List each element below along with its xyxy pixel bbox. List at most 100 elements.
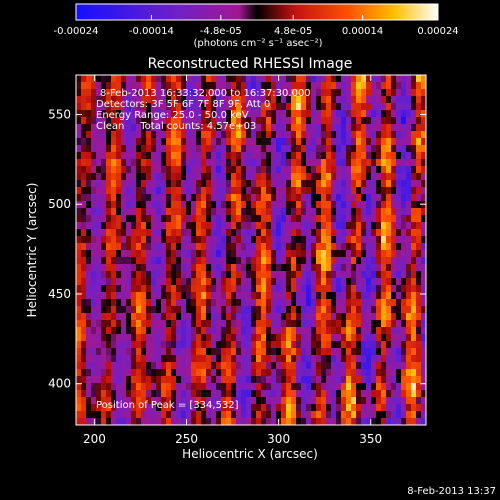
heatmap-cell xyxy=(336,334,342,342)
heatmap-cell xyxy=(161,404,167,412)
heatmap-cell xyxy=(246,208,252,216)
heatmap-cell xyxy=(141,145,147,153)
heatmap-cell xyxy=(161,117,167,125)
heatmap-cell xyxy=(126,299,132,307)
heatmap-cell xyxy=(226,222,232,230)
heatmap-cell xyxy=(211,117,217,125)
heatmap-cell xyxy=(321,117,327,125)
heatmap-cell xyxy=(296,96,302,104)
heatmap-cell xyxy=(321,236,327,244)
heatmap-cell xyxy=(386,271,392,279)
heatmap-cell xyxy=(176,152,182,160)
heatmap-cell xyxy=(226,89,232,97)
heatmap-cell xyxy=(356,222,362,230)
heatmap-cell xyxy=(361,89,367,97)
heatmap-cell xyxy=(381,278,387,286)
heatmap-cell xyxy=(421,271,426,279)
heatmap-cell xyxy=(81,334,87,342)
heatmap-cell xyxy=(216,264,222,272)
heatmap-cell xyxy=(391,145,397,153)
heatmap-cell xyxy=(271,299,277,307)
heatmap-cell xyxy=(171,348,177,356)
heatmap-cell xyxy=(281,117,287,125)
heatmap-cell xyxy=(291,173,297,181)
heatmap-cell xyxy=(256,110,262,118)
heatmap-cell xyxy=(371,397,377,405)
heatmap-cell xyxy=(216,236,222,244)
heatmap-cell xyxy=(256,369,262,377)
heatmap-cell xyxy=(96,138,102,146)
heatmap-cell xyxy=(236,124,242,132)
heatmap-cell xyxy=(101,89,107,97)
heatmap-cell xyxy=(86,75,92,83)
heatmap-cell xyxy=(256,313,262,321)
heatmap-cell xyxy=(261,320,267,328)
heatmap-cell xyxy=(246,215,252,223)
heatmap-cell xyxy=(306,306,312,314)
heatmap-cell xyxy=(386,285,392,293)
heatmap-cell xyxy=(336,215,342,223)
heatmap-cell xyxy=(241,390,247,398)
heatmap-cell xyxy=(96,285,102,293)
heatmap-cell xyxy=(221,264,227,272)
colorbar-tick-label: 0.00014 xyxy=(342,26,383,37)
heatmap-cell xyxy=(376,159,382,167)
heatmap-cell xyxy=(221,418,227,425)
heatmap-cell xyxy=(306,75,312,83)
heatmap-cell xyxy=(326,75,332,83)
heatmap-cell xyxy=(326,320,332,328)
heatmap-cell xyxy=(291,215,297,223)
heatmap-cell xyxy=(266,117,272,125)
heatmap-cell xyxy=(246,369,252,377)
heatmap-cell xyxy=(326,383,332,391)
heatmap-cell xyxy=(386,320,392,328)
heatmap-cell xyxy=(381,341,387,349)
heatmap-cell xyxy=(321,159,327,167)
heatmap-cell xyxy=(76,278,82,286)
heatmap-cell xyxy=(176,306,182,314)
heatmap-cell xyxy=(396,376,402,384)
heatmap-cell xyxy=(76,152,82,160)
heatmap-cell xyxy=(276,215,282,223)
heatmap-cell xyxy=(376,376,382,384)
heatmap-cell xyxy=(331,222,337,230)
heatmap-cell xyxy=(271,285,277,293)
plot-frame xyxy=(75,74,427,426)
heatmap-cell xyxy=(236,103,242,111)
heatmap-cell xyxy=(111,250,117,258)
heatmap-cell xyxy=(191,166,197,174)
heatmap-cell xyxy=(346,187,352,195)
heatmap-cell xyxy=(371,187,377,195)
heatmap-cell xyxy=(176,278,182,286)
heatmap-cell xyxy=(266,208,272,216)
heatmap-cell xyxy=(136,285,142,293)
heatmap-cell xyxy=(266,334,272,342)
heatmap-cell xyxy=(351,292,357,300)
heatmap-cell xyxy=(161,376,167,384)
heatmap-cell xyxy=(176,117,182,125)
heatmap-cell xyxy=(216,215,222,223)
heatmap-cell xyxy=(371,194,377,202)
heatmap-cell xyxy=(226,236,232,244)
heatmap-cell xyxy=(91,285,97,293)
heatmap-cell xyxy=(416,96,422,104)
heatmap-cell xyxy=(361,152,367,160)
heatmap-cell xyxy=(266,306,272,314)
heatmap-cell xyxy=(221,320,227,328)
heatmap-cell xyxy=(296,187,302,195)
heatmap-cell xyxy=(306,376,312,384)
heatmap-cell xyxy=(286,411,292,419)
heatmap-cell xyxy=(161,215,167,223)
heatmap-cell xyxy=(186,334,192,342)
heatmap-cell xyxy=(331,103,337,111)
heatmap-cell xyxy=(361,285,367,293)
heatmap-cell xyxy=(411,250,417,258)
heatmap-cell xyxy=(346,229,352,237)
heatmap-cell xyxy=(241,145,247,153)
heatmap-cell xyxy=(106,138,112,146)
heatmap-cell xyxy=(236,355,242,363)
heatmap-cell xyxy=(141,229,147,237)
heatmap-cell xyxy=(361,131,367,139)
heatmap-cell xyxy=(401,376,407,384)
heatmap-cell xyxy=(161,166,167,174)
